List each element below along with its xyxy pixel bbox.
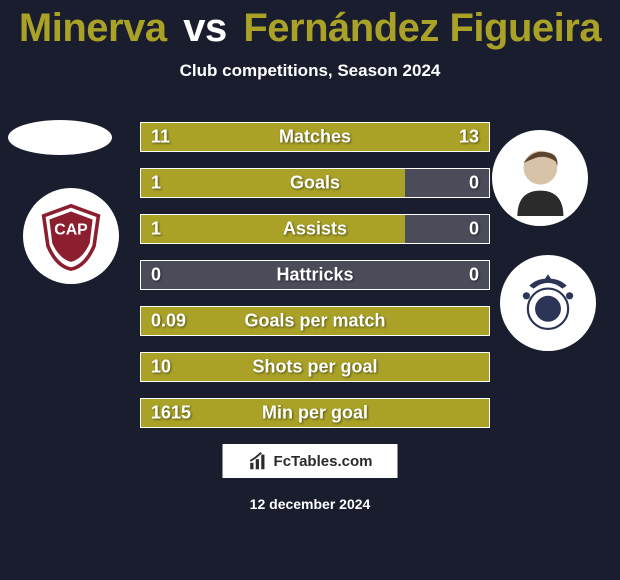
chart-icon (248, 450, 270, 472)
stat-value-right: 13 (459, 127, 479, 148)
player2-club-crest (500, 255, 596, 351)
comparison-title: Minerva vs Fernández Figueira (0, 0, 620, 51)
stat-row: Goals 1 0 (140, 168, 490, 198)
stat-row: Min per goal 1615 (140, 398, 490, 428)
club-badge-icon (512, 267, 584, 339)
shield-icon: CAP (35, 200, 107, 272)
subtitle: Club competitions, Season 2024 (0, 61, 620, 81)
stat-value-right: 0 (469, 219, 479, 240)
stat-row: Matches 11 13 (140, 122, 490, 152)
stat-value-left: 1 (151, 173, 161, 194)
stat-label: Assists (283, 219, 347, 240)
stat-bar-list: Matches1113Goals10Assists10Hattricks00Go… (140, 122, 490, 444)
vs-label: vs (183, 6, 227, 50)
stat-value-left: 10 (151, 357, 171, 378)
person-icon (502, 140, 579, 217)
stat-value-left: 1615 (151, 403, 191, 424)
player1-club-crest: CAP (23, 188, 119, 284)
brand-label: FcTables.com (274, 453, 373, 470)
stat-fill-left (141, 215, 405, 243)
brand-box: FcTables.com (223, 444, 398, 478)
stat-value-right: 0 (469, 265, 479, 286)
stat-label: Matches (279, 127, 351, 148)
stat-label: Min per goal (262, 403, 368, 424)
stat-value-left: 0 (151, 265, 161, 286)
stat-value-left: 1 (151, 219, 161, 240)
stat-row: Assists 1 0 (140, 214, 490, 244)
stat-value-right: 0 (469, 173, 479, 194)
player1-name: Minerva (19, 6, 167, 50)
footer-date: 12 december 2024 (250, 496, 371, 512)
player2-photo (492, 130, 588, 226)
svg-text:CAP: CAP (54, 222, 88, 239)
player1-photo (8, 120, 112, 155)
stat-label: Shots per goal (252, 357, 377, 378)
stat-label: Goals per match (244, 311, 385, 332)
stat-row: Goals per match 0.09 (140, 306, 490, 336)
player2-name: Fernández Figueira (243, 6, 601, 50)
stat-value-left: 0.09 (151, 311, 186, 332)
stat-fill-left (141, 169, 405, 197)
stat-value-left: 11 (151, 127, 170, 148)
stat-label: Goals (290, 173, 340, 194)
stat-row: Shots per goal 10 (140, 352, 490, 382)
stat-label: Hattricks (276, 265, 353, 286)
stat-row: Hattricks 0 0 (140, 260, 490, 290)
